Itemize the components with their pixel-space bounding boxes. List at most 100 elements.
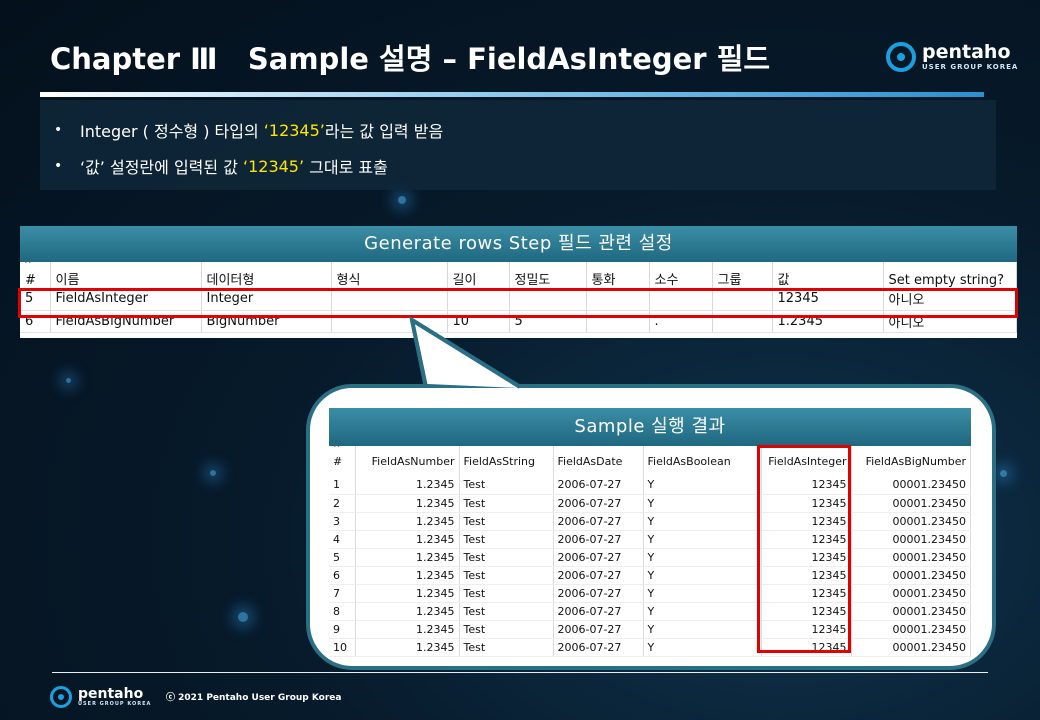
table-cell[interactable]: 00001.23450 bbox=[851, 548, 971, 567]
table-cell[interactable]: Y bbox=[643, 476, 762, 495]
table-cell[interactable]: Y bbox=[643, 494, 762, 513]
table-cell[interactable]: Test bbox=[459, 620, 554, 639]
table-row[interactable]: 10 1.2345 Test 2006-07-27 Y 12345 00001.23450 bbox=[329, 638, 971, 657]
table-cell[interactable]: 12345 bbox=[761, 530, 852, 549]
table-cell[interactable]: 2006-07-27 bbox=[553, 602, 644, 621]
table-cell[interactable]: Test bbox=[459, 638, 554, 657]
table-row[interactable]: 1 1.2345 Test 2006-07-27 Y 12345 00001.23450 bbox=[329, 476, 971, 495]
table-cell[interactable]: 12345 bbox=[761, 584, 852, 603]
table-cell[interactable]: 3 bbox=[329, 512, 356, 531]
table-cell[interactable]: Y bbox=[643, 584, 762, 603]
table-row[interactable]: 3 1.2345 Test 2006-07-27 Y 12345 00001.23450 bbox=[329, 512, 971, 531]
table-cell[interactable]: Test bbox=[459, 494, 554, 513]
table-cell[interactable]: Test bbox=[459, 602, 554, 621]
col-header[interactable]: 정밀도 bbox=[509, 262, 587, 288]
table-row[interactable]: 4 1.2345 Test 2006-07-27 Y 12345 00001.23450 bbox=[329, 530, 971, 549]
table-cell[interactable]: 12345 bbox=[761, 476, 852, 495]
table-cell[interactable]: 2006-07-27 bbox=[553, 584, 644, 603]
table-cell[interactable]: Test bbox=[459, 548, 554, 567]
table-cell[interactable]: 2006-07-27 bbox=[553, 548, 644, 567]
table-row[interactable]: 8 1.2345 Test 2006-07-27 Y 12345 00001.23450 bbox=[329, 602, 971, 621]
col-header[interactable]: ^ # bbox=[329, 444, 356, 476]
table-cell[interactable]: 00001.23450 bbox=[851, 530, 971, 549]
table-row[interactable]: 7 1.2345 Test 2006-07-27 Y 12345 00001.23450 bbox=[329, 584, 971, 603]
logo-subtitle: USER GROUP KOREA bbox=[922, 63, 1019, 71]
table-cell[interactable]: 00001.23450 bbox=[851, 602, 971, 621]
table-cell[interactable]: 10 bbox=[329, 638, 356, 657]
table-row[interactable]: 5 FieldAsInteger Integer 12345 아니오 bbox=[20, 288, 1017, 311]
table-cell[interactable]: 12345 bbox=[761, 620, 852, 639]
table-cell[interactable]: 1.2345 bbox=[355, 638, 460, 657]
col-header[interactable]: FieldAsBigNumber bbox=[851, 446, 971, 476]
col-header[interactable]: FieldAsDate bbox=[553, 446, 644, 476]
table-cell[interactable]: 2006-07-27 bbox=[553, 620, 644, 639]
table-cell[interactable]: 2006-07-27 bbox=[553, 476, 644, 495]
table-cell[interactable]: Test bbox=[459, 566, 554, 585]
table-cell[interactable]: 1.2345 bbox=[355, 566, 460, 585]
col-header[interactable]: 길이 bbox=[447, 262, 510, 288]
table-row[interactable]: 6 1.2345 Test 2006-07-27 Y 12345 00001.23450 bbox=[329, 566, 971, 585]
table-cell[interactable]: 00001.23450 bbox=[851, 566, 971, 585]
col-header[interactable]: FieldAsBoolean bbox=[643, 446, 762, 476]
table-cell[interactable]: 1.2345 bbox=[355, 494, 460, 513]
table-cell[interactable]: 00001.23450 bbox=[851, 620, 971, 639]
table-cell[interactable]: 5 bbox=[329, 548, 356, 567]
table-cell[interactable]: 00001.23450 bbox=[851, 584, 971, 603]
table-cell[interactable]: Y bbox=[643, 602, 762, 621]
table-cell[interactable]: 1.2345 bbox=[355, 584, 460, 603]
table-cell[interactable]: 2006-07-27 bbox=[553, 530, 644, 549]
table-cell[interactable]: 2 bbox=[329, 494, 356, 513]
table-row[interactable]: 2 1.2345 Test 2006-07-27 Y 12345 00001.23450 bbox=[329, 494, 971, 513]
table-cell[interactable]: 1.2345 bbox=[355, 548, 460, 567]
table-cell[interactable]: 7 bbox=[329, 584, 356, 603]
table-cell[interactable]: 6 bbox=[329, 566, 356, 585]
table-cell[interactable]: 2006-07-27 bbox=[553, 512, 644, 531]
sort-icon: ^ bbox=[24, 260, 32, 270]
table-cell[interactable]: 00001.23450 bbox=[851, 494, 971, 513]
table-cell[interactable]: Test bbox=[459, 476, 554, 495]
col-header[interactable]: FieldAsString bbox=[459, 446, 554, 476]
table-cell[interactable]: 9 bbox=[329, 620, 356, 639]
table-cell[interactable]: 1.2345 bbox=[355, 620, 460, 639]
col-header[interactable]: 그룹 bbox=[712, 262, 773, 288]
table-cell[interactable]: 00001.23450 bbox=[851, 512, 971, 531]
table-cell[interactable]: 8 bbox=[329, 602, 356, 621]
table-cell[interactable]: 00001.23450 bbox=[851, 476, 971, 495]
table-row[interactable]: 9 1.2345 Test 2006-07-27 Y 12345 00001.23450 bbox=[329, 620, 971, 639]
table-cell[interactable]: 1.2345 bbox=[355, 602, 460, 621]
table-cell[interactable]: Y bbox=[643, 620, 762, 639]
table-cell[interactable]: 1.2345 bbox=[355, 512, 460, 531]
table-header-row: ^ # FieldAsNumber FieldAsString FieldAsDa… bbox=[329, 444, 971, 476]
table-row[interactable]: 5 1.2345 Test 2006-07-27 Y 12345 00001.23450 bbox=[329, 548, 971, 567]
col-header[interactable]: 소수 bbox=[649, 262, 713, 288]
col-header[interactable]: FieldAsInteger bbox=[761, 446, 852, 476]
col-header[interactable]: 데이터형 bbox=[201, 262, 332, 288]
col-header[interactable]: 이름 bbox=[50, 262, 202, 288]
table-cell[interactable]: Test bbox=[459, 512, 554, 531]
col-header[interactable]: Set empty string? bbox=[883, 262, 1017, 288]
table-cell[interactable]: Y bbox=[643, 530, 762, 549]
col-header[interactable]: FieldAsNumber bbox=[355, 446, 460, 476]
table-cell[interactable]: Y bbox=[643, 638, 762, 657]
table-cell[interactable]: Test bbox=[459, 530, 554, 549]
col-header[interactable]: 형식 bbox=[331, 262, 448, 288]
table-cell[interactable]: 12345 bbox=[761, 566, 852, 585]
table-cell[interactable]: 1.2345 bbox=[355, 530, 460, 549]
footer-divider bbox=[52, 672, 988, 673]
table-cell[interactable]: 2006-07-27 bbox=[553, 566, 644, 585]
table-cell[interactable]: 2006-07-27 bbox=[553, 638, 644, 657]
table-cell[interactable]: 00001.23450 bbox=[851, 638, 971, 657]
table-cell[interactable]: 12345 bbox=[761, 602, 852, 621]
table-cell[interactable]: Test bbox=[459, 584, 554, 603]
col-header[interactable]: ^ # bbox=[20, 260, 51, 288]
table-cell[interactable]: Y bbox=[643, 566, 762, 585]
table-cell[interactable]: 1.2345 bbox=[355, 476, 460, 495]
table-cell[interactable]: 2006-07-27 bbox=[553, 494, 644, 513]
table-cell[interactable]: Y bbox=[643, 548, 762, 567]
table-cell[interactable]: Y bbox=[643, 512, 762, 531]
col-header[interactable]: 값 bbox=[772, 262, 884, 288]
col-header[interactable]: 통화 bbox=[586, 262, 650, 288]
table-cell[interactable]: 4 bbox=[329, 530, 356, 549]
table-cell[interactable]: 1 bbox=[329, 476, 356, 495]
table-cell[interactable]: 12345 bbox=[761, 494, 852, 513]
